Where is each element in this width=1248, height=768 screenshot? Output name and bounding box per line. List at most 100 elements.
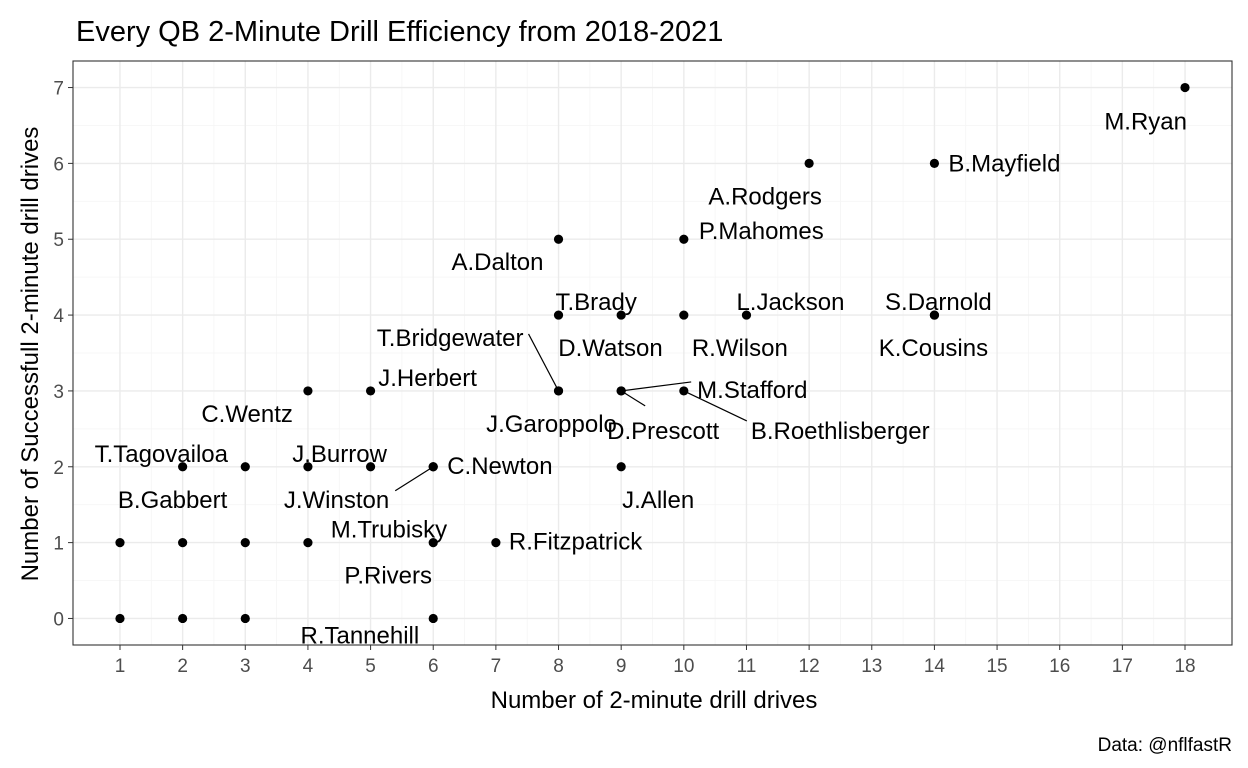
data-point [616,386,626,396]
y-tick-label: 5 [53,230,64,251]
label-leader-line [621,381,692,392]
data-point [741,310,752,320]
x-tick-label: 2 [177,656,188,677]
y-tick-label: 1 [53,534,64,555]
data-point [929,158,940,168]
x-tick-label: 18 [1174,656,1195,677]
data-point [679,234,689,244]
y-tick-label: 3 [53,382,64,403]
data-point [178,613,188,624]
data-point [178,538,188,548]
data-point [303,386,313,396]
data-point [428,538,438,548]
point-label: T.Bridgewater [377,325,524,352]
x-tick-label: 15 [986,656,1007,677]
y-tick-label: 2 [53,458,64,479]
y-tick-label: 0 [53,609,64,630]
point-label: K.Cousins [879,335,988,362]
data-point [240,613,250,624]
point-label: L.Jackson [736,289,844,316]
x-tick-label: 7 [491,656,502,677]
x-tick-label: 14 [924,656,946,677]
point-label: R.Fitzpatrick [509,529,643,556]
data-point [679,386,689,396]
x-tick-label: 5 [365,656,376,677]
label-leader-line [683,390,748,422]
data-point [240,538,250,548]
point-label: M.Ryan [1104,109,1187,136]
point-label: D.Watson [558,335,662,362]
data-point [303,538,313,548]
x-tick-label: 16 [1049,656,1070,677]
data-point [553,386,564,396]
x-tick-label: 12 [799,656,820,677]
data-point [428,613,438,624]
label-leader-line [394,466,434,492]
point-label: B.Roethlisberger [751,418,930,445]
chart-title: Every QB 2-Minute Drill Efficiency from … [76,16,723,48]
data-point [115,613,125,624]
point-label: S.Darnold [885,289,992,316]
panel-border [72,60,1233,646]
point-label: J.Garoppolo [486,411,617,438]
data-point [804,158,814,168]
label-leader-line [620,390,646,407]
points [115,82,1190,624]
data-point [178,462,188,472]
y-tick-label: 7 [53,79,64,100]
x-tick-label: 3 [240,656,251,677]
point-label: M.Stafford [697,377,807,404]
data-point [428,462,438,472]
point-label: B.Gabbert [118,487,228,514]
x-tick-label: 8 [553,656,564,677]
x-tick-label: 17 [1112,656,1133,677]
data-point [1180,82,1190,93]
point-label: T.Brady [555,289,636,316]
data-point [365,386,376,396]
label-leader-line [527,333,560,392]
data-point [553,310,564,320]
grid [73,61,1232,645]
data-point [491,538,501,548]
point-label: T.Tagovailoa [95,441,229,468]
data-point [553,234,564,244]
point-label: A.Rodgers [708,183,821,210]
x-tick-label: 1 [115,656,126,677]
data-point [303,462,313,472]
point-label: B.Mayfield [948,150,1060,177]
point-labels: M.Ryan B.Mayfield A.Rodgers P.Mahomes A.Dalt… [95,109,1187,650]
point-label: J.Herbert [378,365,477,392]
x-tick-label: 4 [303,656,314,677]
point-label: P.Rivers [344,563,432,590]
data-point [616,462,626,472]
point-label: A.Dalton [451,249,543,276]
point-label: M.Trubisky [331,517,447,544]
y-tick-label: 6 [53,154,64,175]
x-axis: 1 2 3 4 5 6 7 8 9 10 11 12 13 14 15 16 17 18 [115,645,1196,677]
data-point [929,310,940,320]
x-tick-label: 9 [616,656,627,677]
caption: Data: @nflfastR [1098,735,1232,756]
data-point [115,538,125,548]
y-axis-title: Number of Successfull 2-minute drill dri… [17,127,44,582]
data-point [240,462,250,472]
point-label: J.Allen [622,487,694,514]
point-label: J.Winston [284,487,389,514]
y-axis: 0 1 2 3 4 5 6 7 [53,79,73,630]
data-point [616,310,626,320]
point-label: D.Prescott [607,418,719,445]
data-point [365,462,376,472]
label-leaders [394,333,748,492]
x-tick-label: 10 [673,656,694,677]
point-label: J.Burrow [292,441,387,468]
data-point [679,310,689,320]
point-label: C.Wentz [201,401,293,428]
y-tick-label: 4 [53,306,64,327]
point-label: R.Wilson [692,335,788,362]
x-tick-label: 6 [428,656,439,677]
point-label: P.Mahomes [699,218,824,245]
x-axis-title: Number of 2-minute drill drives [491,687,818,714]
x-tick-label: 11 [737,656,757,677]
